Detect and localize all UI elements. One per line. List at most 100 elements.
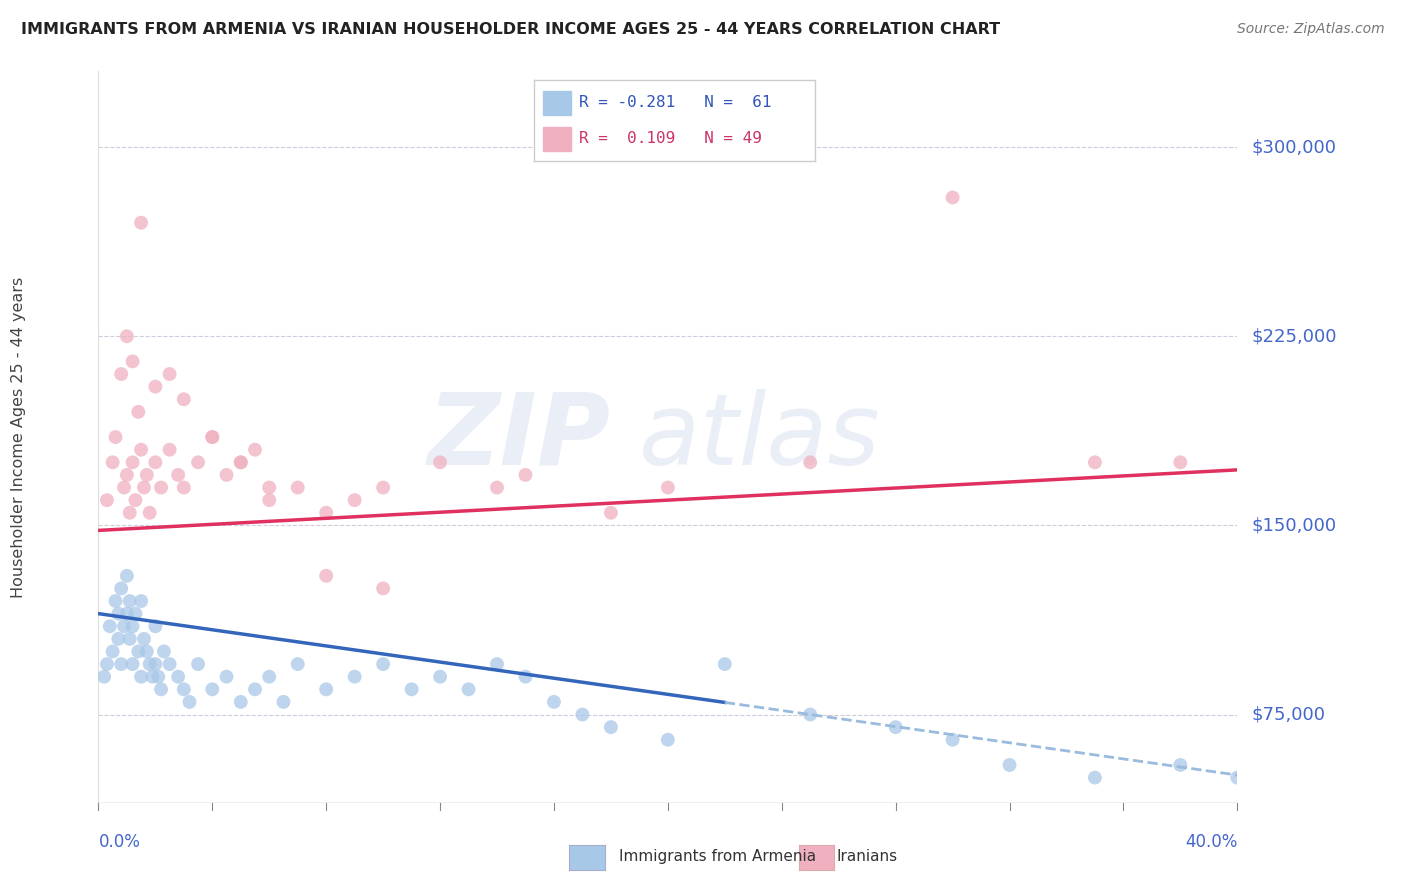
Point — [129, 594, 152, 608]
Point — [121, 657, 143, 671]
Point — [287, 481, 309, 495]
Point — [201, 430, 224, 444]
Text: Householder Income Ages 25 - 44 years: Householder Income Ages 25 - 44 years — [11, 277, 27, 598]
Point — [129, 442, 152, 457]
Point — [110, 657, 132, 671]
Point — [110, 367, 132, 381]
Point — [287, 657, 309, 671]
Text: $75,000: $75,000 — [1251, 706, 1326, 723]
Text: ZIP: ZIP — [427, 389, 612, 485]
Point — [141, 670, 163, 684]
FancyBboxPatch shape — [543, 91, 571, 115]
Point — [315, 569, 337, 583]
Point — [657, 481, 679, 495]
Point — [486, 657, 509, 671]
Point — [429, 670, 451, 684]
Point — [138, 657, 160, 671]
Point — [118, 506, 141, 520]
Point — [942, 190, 965, 204]
Point — [799, 455, 821, 469]
Text: Immigrants from Armenia: Immigrants from Armenia — [619, 849, 815, 863]
Point — [129, 216, 152, 230]
Point — [153, 644, 176, 658]
Point — [132, 632, 155, 646]
Point — [457, 682, 479, 697]
Point — [714, 657, 737, 671]
Point — [371, 657, 394, 671]
Point — [315, 682, 337, 697]
Point — [243, 682, 266, 697]
Point — [201, 682, 224, 697]
Point — [343, 670, 366, 684]
Point — [93, 670, 115, 684]
Point — [145, 619, 167, 633]
Point — [110, 582, 132, 596]
Point — [486, 481, 509, 495]
Point — [118, 632, 141, 646]
Point — [129, 670, 152, 684]
Point — [124, 493, 146, 508]
Point — [145, 657, 167, 671]
Point — [135, 467, 157, 482]
Point — [107, 607, 129, 621]
Point — [167, 467, 190, 482]
Point — [96, 493, 118, 508]
Point — [127, 644, 149, 658]
Point — [942, 732, 965, 747]
Point — [159, 442, 181, 457]
Point — [121, 619, 143, 633]
Point — [173, 392, 195, 407]
Point — [150, 682, 173, 697]
Point — [600, 506, 623, 520]
Point — [1084, 771, 1107, 785]
Point — [1170, 758, 1192, 772]
Point — [259, 670, 281, 684]
Point — [187, 455, 209, 469]
Point — [173, 682, 195, 697]
Point — [571, 707, 593, 722]
Point — [104, 430, 127, 444]
Point — [179, 695, 201, 709]
Point — [101, 644, 124, 658]
Point — [515, 467, 537, 482]
Point — [167, 670, 190, 684]
Point — [657, 732, 679, 747]
Point — [107, 632, 129, 646]
Point — [229, 455, 252, 469]
Text: $150,000: $150,000 — [1251, 516, 1337, 534]
Point — [1226, 771, 1249, 785]
Point — [343, 493, 366, 508]
Point — [1084, 455, 1107, 469]
Point — [998, 758, 1021, 772]
Point — [98, 619, 121, 633]
Point — [159, 657, 181, 671]
Point — [112, 619, 135, 633]
Point — [543, 695, 565, 709]
Point — [215, 467, 238, 482]
Point — [401, 682, 423, 697]
Point — [115, 569, 138, 583]
Text: IMMIGRANTS FROM ARMENIA VS IRANIAN HOUSEHOLDER INCOME AGES 25 - 44 YEARS CORRELA: IMMIGRANTS FROM ARMENIA VS IRANIAN HOUSE… — [21, 22, 1000, 37]
Point — [229, 455, 252, 469]
Point — [799, 707, 821, 722]
Point — [132, 481, 155, 495]
Text: R = -0.281   N =  61: R = -0.281 N = 61 — [579, 95, 772, 111]
Text: 0.0%: 0.0% — [98, 833, 141, 851]
Point — [315, 506, 337, 520]
Point — [173, 481, 195, 495]
Point — [215, 670, 238, 684]
Text: $225,000: $225,000 — [1251, 327, 1337, 345]
Text: R =  0.109   N = 49: R = 0.109 N = 49 — [579, 131, 762, 146]
Point — [229, 695, 252, 709]
Point — [121, 354, 143, 368]
Point — [243, 442, 266, 457]
Point — [115, 329, 138, 343]
Point — [101, 455, 124, 469]
Point — [124, 607, 146, 621]
Text: Iranians: Iranians — [837, 849, 897, 863]
Text: Source: ZipAtlas.com: Source: ZipAtlas.com — [1237, 22, 1385, 37]
Point — [145, 455, 167, 469]
Point — [600, 720, 623, 734]
Point — [138, 506, 160, 520]
Point — [273, 695, 295, 709]
